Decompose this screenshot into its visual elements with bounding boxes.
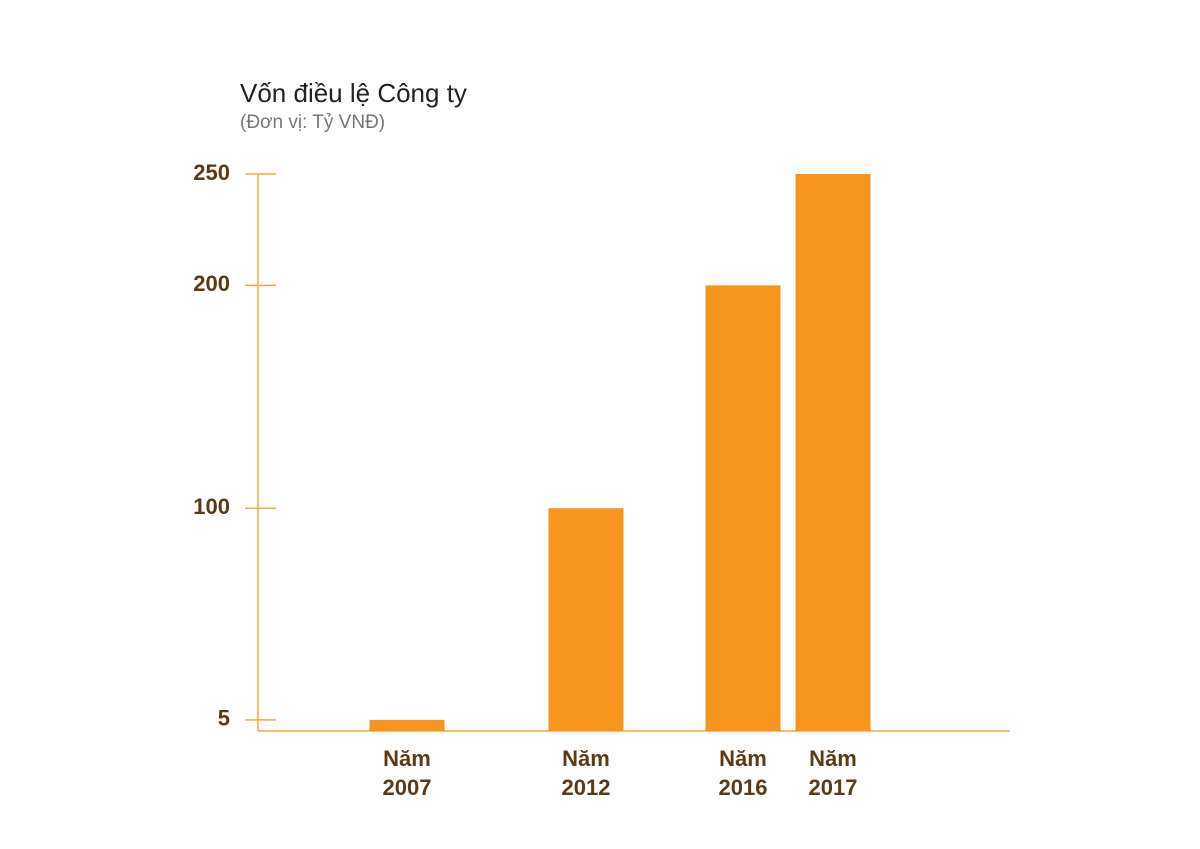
bar: [795, 174, 871, 731]
y-tick-label: 100: [193, 494, 230, 519]
y-tick-label: 250: [193, 160, 230, 185]
x-tick-label: Năm 2017: [808, 746, 858, 800]
x-tick-label: Năm 2012: [561, 746, 611, 800]
chart-subtitle: (Đơn vị: Tỷ VNĐ): [240, 112, 386, 133]
x-tick-label: Năm 2007: [382, 746, 432, 800]
bar: [548, 508, 624, 731]
y-tick-label: 200: [193, 271, 230, 296]
chart-title: Vốn điều lệ Công ty: [240, 78, 467, 108]
x-tick-label: Năm 2016: [718, 746, 768, 800]
bar: [369, 719, 445, 731]
y-tick-label: 5: [218, 706, 230, 731]
bar: [705, 285, 781, 731]
